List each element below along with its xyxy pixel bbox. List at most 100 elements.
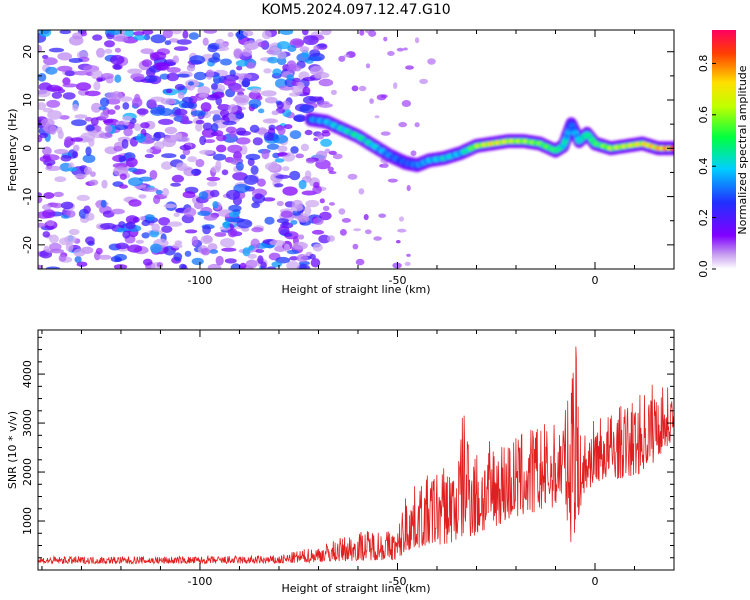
heatmap-cell — [397, 228, 407, 233]
heatmap-cell — [42, 204, 52, 211]
heatmap-cell — [176, 39, 192, 45]
heatmap-cell — [59, 115, 70, 120]
heatmap-cell — [100, 199, 107, 208]
heatmap-cell — [50, 248, 64, 254]
heatmap-cell — [284, 124, 293, 130]
heatmap-cell — [364, 229, 372, 235]
heatmap-cell — [80, 132, 95, 143]
heatmap-cell — [68, 35, 84, 46]
heatmap-cell — [158, 108, 173, 116]
heatmap-cell — [130, 73, 145, 81]
heatmap-cell — [341, 218, 351, 223]
heatmap-cell — [171, 174, 184, 183]
heatmap-cell — [302, 86, 311, 96]
heatmap-cell — [46, 99, 61, 108]
heatmap-cell — [222, 120, 237, 126]
heatmap-cell — [155, 62, 170, 71]
heatmap-cell — [347, 173, 358, 180]
heatmap-cell — [49, 234, 59, 244]
heatmap-cell — [191, 257, 204, 266]
heatmap-cell — [143, 258, 153, 266]
heatmap-cell — [51, 91, 63, 99]
heatmap-cell — [295, 153, 305, 159]
heatmap-cell — [235, 162, 244, 171]
heatmap-cell — [243, 174, 259, 185]
heatmap-cell — [200, 235, 213, 245]
colorbar: 0.0 0.2 0.4 0.6 0.8 Normalized spectral ampl… — [697, 30, 749, 278]
heatmap-cell — [82, 154, 96, 163]
x-tick-label: -100 — [187, 274, 212, 287]
heatmap-cell — [363, 214, 369, 221]
heatmap-cell — [128, 177, 143, 187]
heatmap-cell — [343, 54, 350, 58]
heatmap-cell — [322, 205, 330, 211]
heatmap-cell — [188, 32, 200, 40]
heatmap-cell — [289, 170, 301, 181]
heatmap-cell — [60, 201, 74, 210]
y-tick-label: 4000 — [21, 360, 34, 388]
heatmap-cell — [358, 188, 365, 195]
heatmap-cell — [401, 100, 412, 107]
heatmap-cell — [206, 94, 219, 101]
heatmap-cell — [227, 31, 234, 38]
heatmap-cell — [158, 217, 171, 226]
heatmap-cell — [125, 221, 136, 230]
heatmap-cell — [302, 95, 318, 105]
heatmap-cell — [251, 227, 264, 233]
heatmap-cell — [373, 236, 382, 241]
heatmap-cell — [304, 205, 312, 216]
x-tick-label: -50 — [388, 274, 406, 287]
heatmap-cell — [114, 105, 121, 110]
heatmap-cell — [250, 88, 262, 94]
page-title: KOM5.2024.097.12.47.G10 — [261, 2, 450, 18]
heatmap-cell — [98, 106, 107, 111]
heatmap-cell — [290, 146, 299, 154]
heatmap-cell — [242, 30, 254, 37]
heatmap-cell — [318, 102, 333, 108]
heatmap-cell — [217, 104, 231, 111]
heatmap-cell — [358, 85, 367, 92]
heatmap-cell — [235, 113, 244, 120]
heatmap-cell — [274, 158, 285, 163]
heatmap-cell — [199, 135, 207, 146]
heatmap-cell — [182, 96, 194, 103]
heatmap-cell — [318, 78, 334, 87]
heatmap-cell — [134, 93, 141, 103]
heatmap-cell — [173, 46, 189, 51]
heatmap-cell — [153, 141, 165, 150]
heatmap-cell — [219, 109, 230, 118]
heatmap-cell — [119, 184, 128, 189]
heatmap-cell — [72, 103, 79, 112]
heatmap-cell — [246, 62, 256, 69]
heatmap-cell — [330, 89, 337, 96]
heatmap-cell — [104, 40, 115, 48]
heatmap-cell — [264, 118, 277, 123]
heatmap-cell — [162, 187, 169, 197]
heatmap-cell — [245, 153, 261, 161]
heatmap-cell — [224, 217, 241, 222]
heatmap-cell — [73, 144, 80, 152]
heatmap-cell — [207, 263, 222, 269]
heatmap-cell — [207, 181, 218, 187]
heatmap-cell — [150, 34, 167, 44]
heatmap-cell — [107, 30, 122, 36]
y-tick-label: 0 — [21, 145, 34, 152]
heatmap-cell — [353, 228, 361, 232]
heatmap-cell — [292, 241, 308, 250]
heatmap-cell — [54, 176, 67, 183]
heatmap-cell — [74, 70, 89, 76]
heatmap-cell — [84, 117, 93, 122]
heatmap-cell — [338, 208, 346, 215]
heatmap-cell — [410, 150, 417, 156]
heatmap-cell — [136, 133, 146, 143]
heatmap-cell — [100, 73, 114, 80]
heatmap-cell — [104, 124, 113, 133]
heatmap-cell — [234, 94, 250, 104]
heatmap-cell — [64, 136, 74, 147]
heatmap-cell — [141, 30, 154, 35]
heatmap-cell — [215, 255, 224, 266]
heatmap-cell — [281, 100, 291, 111]
heatmap-cell — [74, 173, 87, 179]
heatmap-cell — [95, 247, 103, 255]
heatmap-cell — [68, 228, 80, 236]
